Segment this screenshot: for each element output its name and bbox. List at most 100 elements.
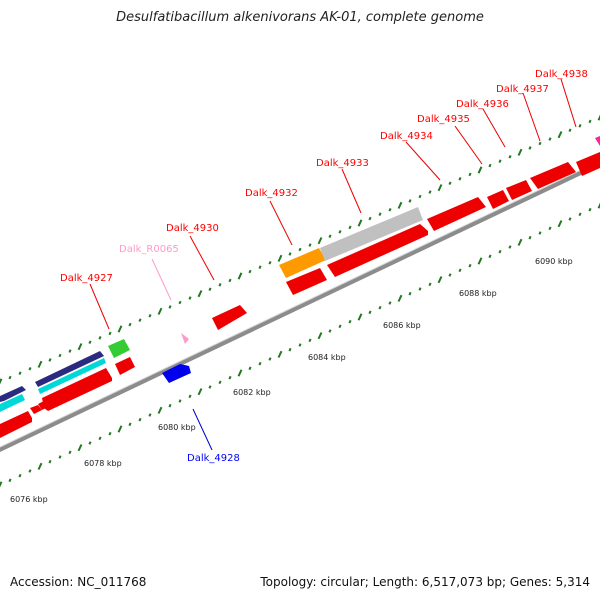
- gene-block[interactable]: [530, 162, 576, 189]
- minor-tick: [18, 371, 22, 375]
- minor-tick: [468, 263, 472, 268]
- tick-labels: 6076 kbp 6078 kbp 6080 kbp 6082 kbp 6084 kbp…: [10, 257, 573, 504]
- gene-block[interactable]: [427, 197, 486, 231]
- minor-tick: [528, 235, 532, 240]
- gene-block[interactable]: [0, 411, 32, 438]
- major-tick: [517, 148, 523, 156]
- minor-tick: [208, 385, 212, 389]
- major-tick: [397, 201, 403, 209]
- minor-tick: [228, 278, 232, 283]
- gene-block[interactable]: [595, 136, 600, 146]
- minor-tick: [548, 137, 552, 141]
- minor-tick: [58, 353, 62, 358]
- gene-block[interactable]: [212, 305, 247, 330]
- minor-tick: [348, 225, 352, 230]
- gene-block[interactable]: [279, 248, 326, 278]
- gene-block[interactable]: [0, 386, 26, 402]
- gene-block[interactable]: [30, 405, 42, 414]
- callout-lines: [89, 78, 577, 451]
- major-tick: [197, 290, 203, 298]
- major-tick: [437, 184, 443, 192]
- axis-tick-label: 6076 kbp: [10, 495, 48, 504]
- minor-tick: [498, 249, 502, 254]
- minor-tick: [338, 324, 342, 329]
- minor-tick: [578, 124, 582, 128]
- minor-tick: [258, 265, 262, 269]
- gene-block[interactable]: [0, 394, 25, 412]
- minor-tick: [68, 450, 72, 455]
- gene-label[interactable]: Dalk_4927: [60, 273, 113, 284]
- axis-tick-label: 6090 kbp: [535, 257, 573, 266]
- gene-block[interactable]: [108, 339, 130, 358]
- minor-tick: [248, 269, 252, 274]
- gene-block[interactable]: [327, 224, 428, 277]
- minor-tick: [268, 260, 272, 265]
- minor-tick: [18, 473, 22, 478]
- minor-tick: [188, 296, 192, 300]
- minor-tick: [128, 422, 132, 427]
- minor-tick: [68, 349, 72, 353]
- minor-tick: [298, 247, 302, 252]
- minor-tick: [498, 159, 502, 163]
- minor-tick: [48, 358, 52, 362]
- major-tick: [157, 406, 163, 414]
- gene-label[interactable]: Dalk_4932: [245, 188, 298, 199]
- gene-label[interactable]: Dalk_4936: [456, 99, 509, 110]
- gene-label[interactable]: Dalk_4937: [496, 84, 549, 95]
- major-tick: [437, 276, 443, 284]
- major-tick: [197, 388, 203, 396]
- major-tick: [37, 462, 43, 470]
- major-tick: [397, 294, 403, 302]
- gene-label[interactable]: Dalk_4934: [380, 131, 433, 142]
- topology-summary: Topology: circular; Length: 6,517,073 bp…: [260, 575, 590, 589]
- gene-block[interactable]: [38, 358, 106, 394]
- minor-tick: [248, 366, 252, 371]
- minor-tick: [8, 375, 12, 380]
- minor-tick: [388, 207, 392, 212]
- gene-block[interactable]: [576, 152, 600, 176]
- minor-tick: [98, 436, 102, 441]
- gene-block[interactable]: [42, 368, 112, 411]
- minor-tick: [508, 245, 512, 249]
- gene-label[interactable]: Dalk_4928: [187, 453, 240, 464]
- gene-label[interactable]: Dalk_4938: [535, 69, 588, 80]
- major-tick: [117, 425, 123, 433]
- major-tick: [37, 360, 43, 368]
- gene-block[interactable]: [487, 190, 509, 209]
- minor-tick: [348, 319, 352, 324]
- minor-tick: [188, 394, 192, 399]
- major-tick: [0, 481, 3, 489]
- gene-block[interactable]: [320, 207, 423, 261]
- minor-tick: [468, 172, 472, 177]
- reverse-gene-block[interactable]: [162, 364, 191, 383]
- gene-block[interactable]: [506, 180, 532, 200]
- gene-label[interactable]: Dalk_4930: [166, 223, 219, 234]
- major-tick: [317, 332, 323, 340]
- gene-block[interactable]: [286, 268, 327, 295]
- gene-block[interactable]: [115, 357, 135, 375]
- gene-labels: Dalk_4927 Dalk_R0065 Dalk_4930 Dalk_4932 Dal…: [60, 69, 588, 464]
- minor-tick: [218, 380, 222, 385]
- minor-tick: [418, 287, 422, 291]
- major-tick: [477, 257, 483, 265]
- minor-tick: [568, 128, 572, 133]
- minor-tick: [328, 234, 332, 239]
- minor-tick: [368, 216, 372, 221]
- map-title: Desulfatibacillum alkenivorans AK-01, co…: [116, 10, 484, 25]
- gene-label[interactable]: Dalk_4935: [417, 114, 470, 125]
- rna-feature[interactable]: [181, 333, 189, 344]
- gene-label[interactable]: Dalk_R0065: [119, 244, 179, 255]
- minor-tick: [418, 194, 422, 199]
- upper-tick-ring: [0, 113, 600, 386]
- minor-tick: [88, 441, 92, 445]
- gene-label[interactable]: Dalk_4933: [316, 158, 369, 169]
- axis-tick-label: 6088 kbp: [459, 289, 497, 298]
- minor-tick: [138, 417, 142, 422]
- minor-tick: [108, 431, 112, 436]
- minor-tick: [88, 340, 92, 345]
- minor-tick: [268, 357, 272, 361]
- gene-block[interactable]: [35, 351, 104, 387]
- minor-tick: [488, 254, 492, 259]
- major-tick: [157, 307, 163, 315]
- minor-tick: [208, 287, 212, 292]
